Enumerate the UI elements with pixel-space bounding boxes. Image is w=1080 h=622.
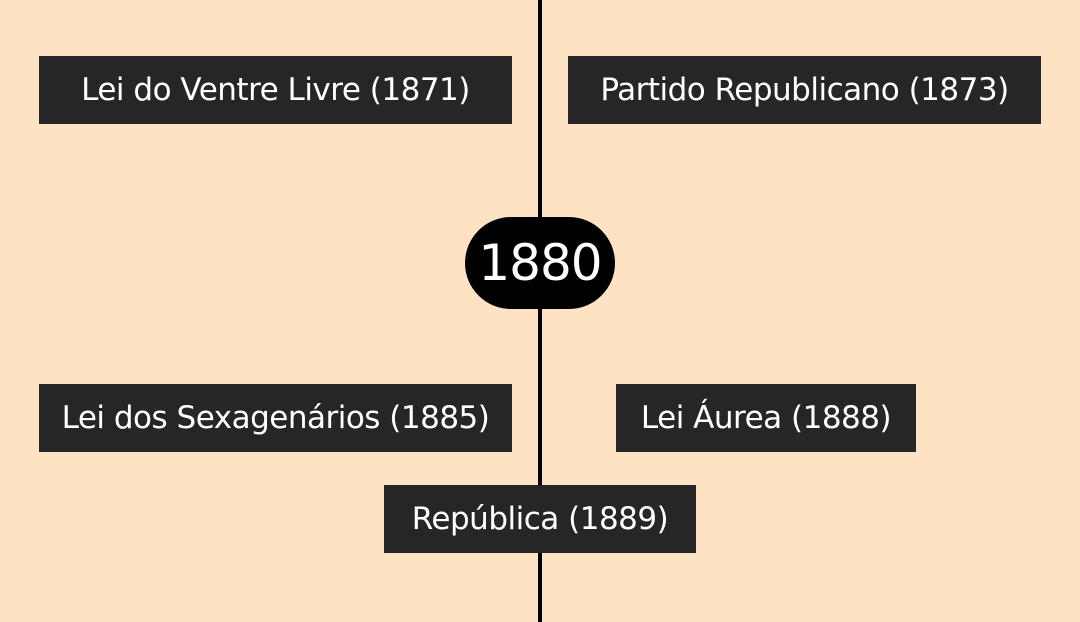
year-marker: 1880	[465, 217, 615, 309]
event-lei-dos-sexagenarios: Lei dos Sexagenários (1885)	[39, 384, 512, 452]
event-label: República (1889)	[411, 501, 669, 537]
event-lei-aurea: Lei Áurea (1888)	[616, 384, 916, 452]
event-partido-republicano: Partido Republicano (1873)	[568, 56, 1041, 124]
event-republica: República (1889)	[384, 485, 696, 553]
year-marker-label: 1880	[478, 234, 602, 292]
event-label: Partido Republicano (1873)	[600, 72, 1009, 108]
event-label: Lei dos Sexagenários (1885)	[61, 400, 490, 436]
event-label: Lei Áurea (1888)	[640, 400, 892, 436]
event-lei-do-ventre-livre: Lei do Ventre Livre (1871)	[39, 56, 512, 124]
timeline-axis	[538, 0, 542, 622]
event-label: Lei do Ventre Livre (1871)	[81, 72, 470, 108]
